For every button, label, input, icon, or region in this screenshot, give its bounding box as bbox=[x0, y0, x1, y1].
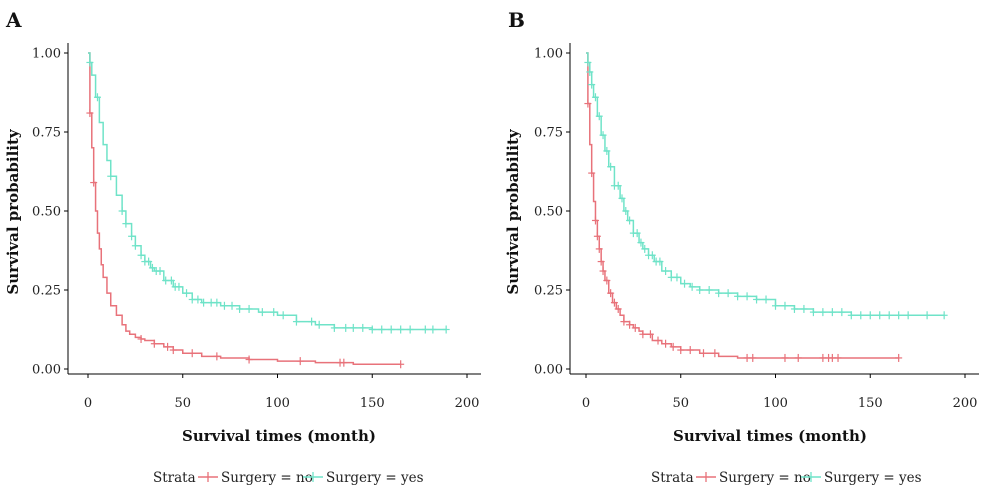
x-tick-label-b: 100 bbox=[763, 396, 788, 411]
x-tick-label-b: 150 bbox=[858, 396, 883, 411]
panel-label-a: A bbox=[5, 8, 22, 32]
y-tick-label-a: 0.50 bbox=[32, 205, 61, 220]
x-axis-title-a: Survival times (month) bbox=[182, 427, 376, 445]
panel-label-b: B bbox=[508, 8, 525, 32]
y-tick-label-a: 1.00 bbox=[32, 47, 61, 62]
legend-a: Strata Surgery = no Surgery = yes bbox=[153, 470, 424, 486]
y-tick-label-b: 1.00 bbox=[534, 47, 563, 62]
x-tick-label-a: 150 bbox=[360, 396, 385, 411]
y-tick-label-a: 0.75 bbox=[32, 126, 61, 141]
survival-curve-surgery-yes-a bbox=[88, 52, 447, 331]
y-axis-title-a: Survival probability bbox=[4, 128, 22, 295]
y-tick-label-b: 0.50 bbox=[534, 205, 563, 220]
x-tick-label-b: 0 bbox=[582, 396, 590, 411]
panel-b: B Survival probability Survival times (m… bbox=[504, 8, 979, 445]
x-tick-label-a: 0 bbox=[84, 396, 92, 411]
legend-label-no-b: Surgery = no bbox=[719, 470, 811, 486]
x-tick-label-a: 100 bbox=[265, 396, 290, 411]
y-tick-label-b: 0.25 bbox=[534, 284, 563, 299]
x-tick-label-a: 200 bbox=[455, 396, 480, 411]
plot-area-a: 0.00 0.25 0.50 0.75 1.00 0 50 100 150 200 bbox=[32, 43, 481, 411]
x-tick-label-b: 200 bbox=[953, 396, 978, 411]
y-axis-title-b: Survival probability bbox=[504, 128, 522, 295]
legend-title-a: Strata bbox=[153, 470, 196, 486]
y-tick-label-a: 0.00 bbox=[32, 363, 61, 378]
survival-curve-surgery-yes-b bbox=[586, 52, 945, 317]
legend-label-yes-b: Surgery = yes bbox=[824, 470, 922, 486]
x-tick-label-a: 50 bbox=[174, 396, 191, 411]
y-tick-label-b: 0.00 bbox=[534, 363, 563, 378]
legend-label-yes-a: Surgery = yes bbox=[326, 470, 424, 486]
plot-area-b: 0.00 0.25 0.50 0.75 1.00 0 50 100 150 200 bbox=[534, 43, 979, 411]
legend-b: Strata Surgery = no Surgery = yes bbox=[651, 470, 922, 486]
y-tick-label-a: 0.25 bbox=[32, 284, 61, 299]
legend-title-b: Strata bbox=[651, 470, 694, 486]
x-axis-title-b: Survival times (month) bbox=[673, 427, 867, 445]
survival-curve-surgery-no-a bbox=[88, 52, 401, 366]
legend-label-no-a: Surgery = no bbox=[221, 470, 313, 486]
y-tick-label-b: 0.75 bbox=[534, 126, 563, 141]
x-tick-label-b: 50 bbox=[672, 396, 689, 411]
panel-a: A Survival probability Survival times (m… bbox=[4, 8, 481, 445]
